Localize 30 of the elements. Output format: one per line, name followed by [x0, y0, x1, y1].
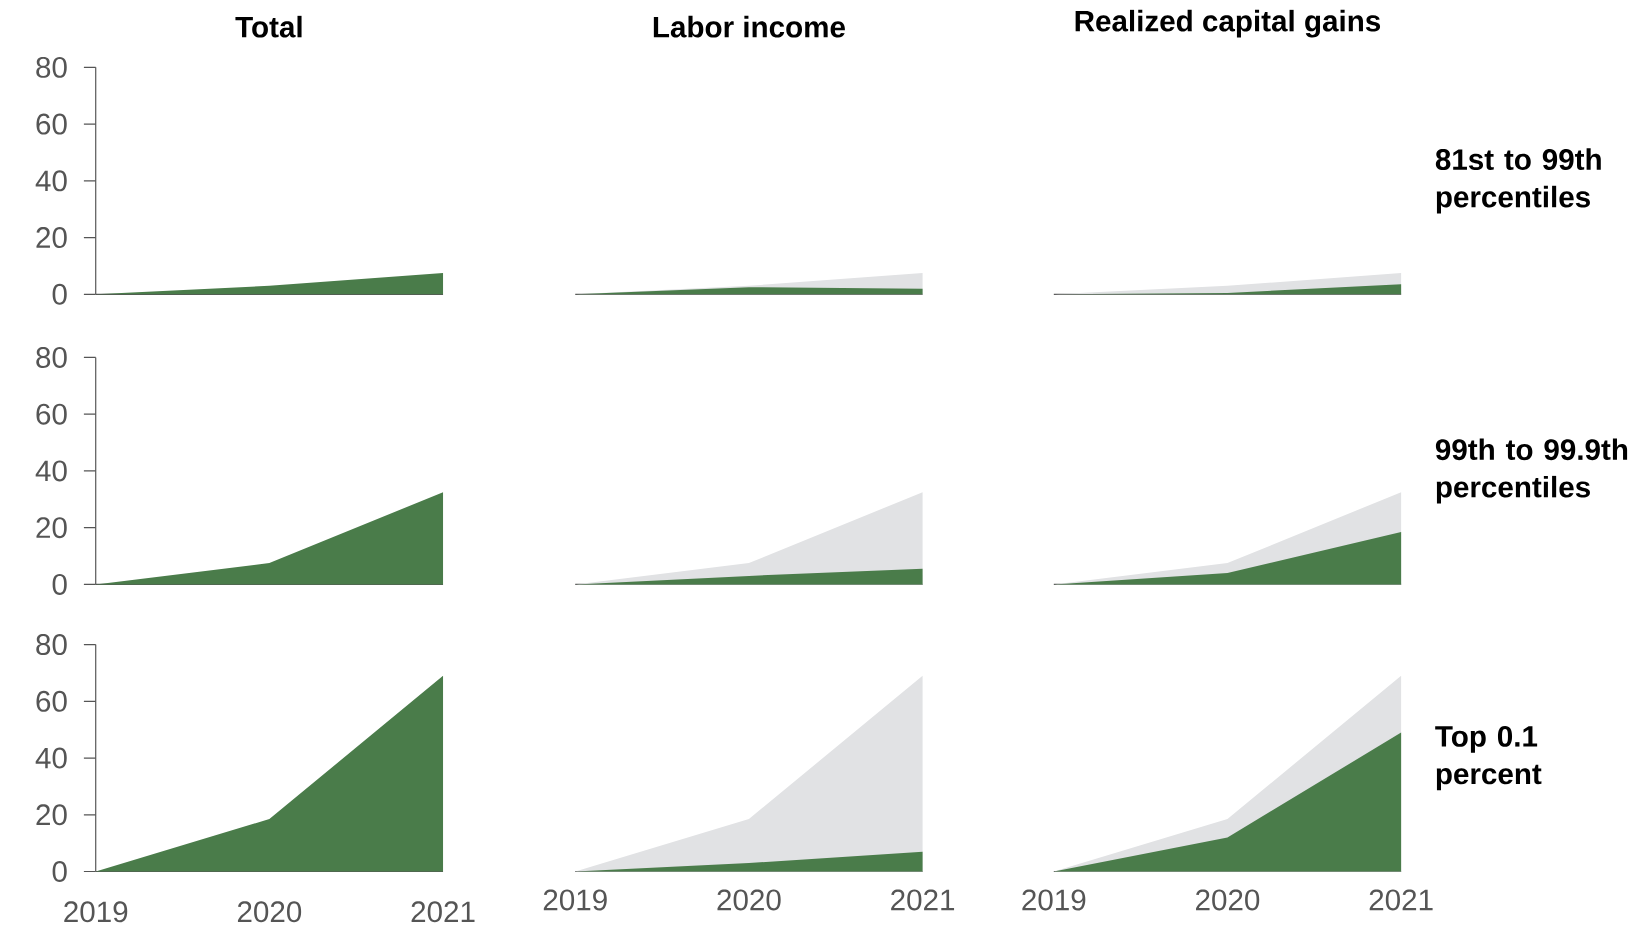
chart-title: Realized capital gains [1075, 10, 1381, 38]
text: 81st to 99th percentiles [1435, 148, 1601, 214]
y-tick-label: 60 [36, 403, 67, 425]
x-tick-label: 2020 [237, 901, 302, 923]
y-tick-label: 0 [52, 574, 67, 596]
y-tick-label: 60 [36, 113, 67, 135]
y-tick-label: 20 [36, 804, 67, 826]
y-tick-label: 80 [36, 57, 67, 79]
y-tick-label: 40 [35, 460, 67, 482]
y-tick-label: 60 [36, 691, 67, 713]
chart-title: Labor income [653, 16, 845, 38]
x-tick-label: 2019 [64, 901, 128, 923]
y-tick-label: 40 [35, 170, 67, 192]
x-tick-label: 2021 [891, 889, 955, 911]
y-tick-label: 80 [36, 634, 67, 656]
x-tick-label: 2021 [1369, 889, 1433, 911]
text: Top 0.1 percent [1435, 726, 1542, 791]
x-tick-label: 2020 [1196, 889, 1260, 911]
text: 99th to 99.9th percentiles [1435, 438, 1628, 504]
x-tick-label: 2021 [411, 901, 475, 923]
y-tick-label: 0 [52, 284, 67, 305]
x-tick-label: 2019 [543, 889, 607, 911]
y-tick-label: 0 [52, 861, 67, 883]
x-tick-label: 2019 [1022, 889, 1086, 911]
y-tick-label: 20 [36, 227, 67, 249]
chart-title: Total [235, 16, 302, 38]
y-tick-label: 40 [35, 747, 67, 769]
y-tick-label: 80 [36, 347, 67, 369]
x-tick-label: 2020 [717, 889, 781, 911]
y-tick-label: 20 [36, 517, 67, 539]
